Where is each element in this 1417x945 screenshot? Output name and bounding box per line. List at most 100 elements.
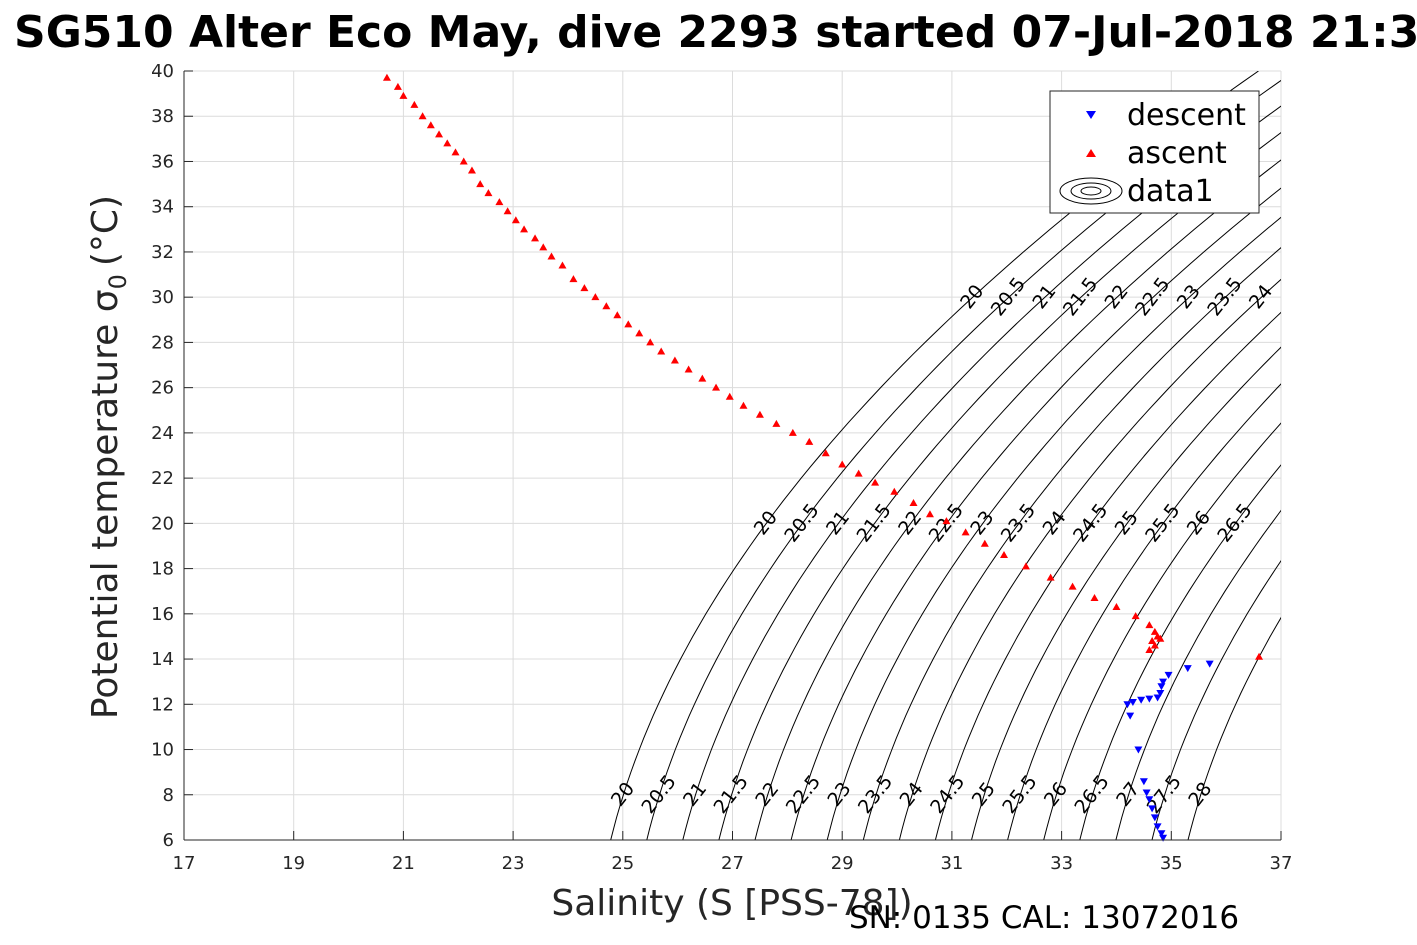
ascent-point — [698, 374, 707, 382]
y-tick-label: 36 — [151, 151, 174, 172]
y-tick-label: 34 — [151, 197, 174, 218]
contour-label: 20 — [750, 507, 782, 540]
contour-label: 21 — [679, 778, 711, 811]
contour-label: 27 — [1112, 778, 1144, 811]
descent-point — [1153, 823, 1162, 831]
y-tick-label: 14 — [151, 649, 174, 670]
x-tick-label: 33 — [1050, 853, 1073, 874]
contour-line — [790, 187, 1281, 840]
axes: 17 19 21 23 25 27 29 31 33 35 37 6 8 10 12 14 16 18 20 22 24… — [151, 61, 1292, 874]
legend-descent-label: descent — [1127, 98, 1246, 133]
y-axis-label-unit: (°C) — [85, 195, 126, 266]
descent-point — [1126, 712, 1135, 720]
ascent-point — [942, 517, 951, 525]
ascent-point — [451, 148, 460, 156]
x-tick-label: 27 — [721, 853, 744, 874]
contour-line — [718, 132, 1281, 840]
contour-label: 22 — [751, 778, 783, 811]
contour-line — [1151, 559, 1281, 840]
contour-line — [1115, 509, 1281, 840]
x-tick-label: 29 — [831, 853, 854, 874]
ascent-point — [1145, 646, 1154, 654]
ascent-point — [805, 437, 814, 445]
ascent-point — [1068, 582, 1077, 590]
ascent-point — [684, 365, 693, 373]
ascent-point — [467, 166, 476, 174]
contour-line — [1079, 464, 1281, 840]
ascent-point — [1112, 603, 1121, 611]
chart-title: SG510 Alter Eco May, dive 2293 started 0… — [14, 7, 1417, 58]
contour-label: 25 — [968, 778, 1000, 811]
contour-line — [934, 311, 1281, 840]
descent-point — [1145, 796, 1154, 804]
contour-label: 24 — [896, 778, 928, 811]
x-tick-label: 31 — [940, 853, 963, 874]
ascent-point — [569, 275, 578, 283]
ascent-point — [591, 293, 600, 301]
ascent-point — [435, 130, 444, 138]
legend: descent ascent data1 — [1049, 90, 1260, 214]
descent-point — [1150, 814, 1159, 822]
legend-ascent-label: ascent — [1127, 136, 1227, 171]
descent-point — [1134, 746, 1143, 754]
descent-point — [1159, 678, 1168, 686]
ascent-point — [393, 82, 402, 90]
y-tick-label: 18 — [151, 559, 174, 580]
ascent-point — [670, 356, 679, 364]
legend-contour-icon — [1059, 177, 1123, 205]
contour-label: 25 — [1111, 507, 1143, 540]
ascent-point — [739, 401, 748, 409]
legend-box — [1049, 90, 1260, 214]
ascent-point — [558, 261, 567, 269]
descent-point — [1156, 689, 1165, 697]
contour-label: 26 — [1183, 507, 1215, 540]
ascent-point — [1156, 634, 1165, 642]
contour-label: 23 — [966, 507, 998, 540]
ascent-point — [925, 510, 934, 518]
ascent-point — [646, 338, 655, 346]
ascent-point — [1255, 652, 1264, 660]
legend-data1-label: data1 — [1127, 174, 1214, 209]
contour-line — [971, 346, 1281, 840]
ascent-point — [890, 487, 899, 495]
contour-label: 20 — [607, 778, 639, 811]
descent-point — [1205, 660, 1214, 668]
ascent-point — [1046, 573, 1055, 581]
x-tick-label: 17 — [173, 853, 196, 874]
ascent-point — [1148, 636, 1157, 644]
y-tick-label: 28 — [151, 332, 174, 353]
contour-label: 28 — [1184, 778, 1216, 811]
descent-point — [1137, 696, 1146, 704]
y-tick-label: 26 — [151, 378, 174, 399]
x-tick-label: 37 — [1270, 853, 1293, 874]
ascent-point — [613, 311, 622, 319]
contour-line — [1187, 616, 1281, 840]
descent-point — [1164, 671, 1173, 679]
ascent-point — [443, 139, 452, 147]
data-points — [382, 73, 1264, 842]
ascent-point — [1090, 593, 1099, 601]
ascent-point — [1000, 551, 1009, 559]
descent-point — [1153, 694, 1162, 702]
contour-label: 23 — [823, 778, 855, 811]
y-axis-label-subscript: 0 — [104, 274, 132, 289]
y-tick-label: 32 — [151, 242, 174, 263]
ascent-point — [961, 528, 970, 536]
ascent-point — [580, 284, 589, 292]
contour-label: 21 — [822, 507, 854, 540]
x-axis-label: Salinity (S [PSS-78]) — [551, 883, 912, 924]
ascent-point — [980, 539, 989, 547]
descent-point — [1142, 789, 1151, 797]
ascent-point — [635, 329, 644, 337]
x-tick-label: 23 — [502, 853, 525, 874]
contour-line — [1007, 383, 1281, 840]
ascent-point — [418, 112, 427, 120]
y-tick-label: 16 — [151, 604, 174, 625]
ascent-point — [520, 225, 529, 233]
y-tick-label: 22 — [151, 468, 174, 489]
descent-point — [1139, 778, 1148, 786]
y-tick-label: 10 — [151, 740, 174, 761]
ascent-point — [1021, 562, 1030, 570]
ascent-point — [531, 234, 540, 242]
ascent-point — [476, 180, 485, 188]
